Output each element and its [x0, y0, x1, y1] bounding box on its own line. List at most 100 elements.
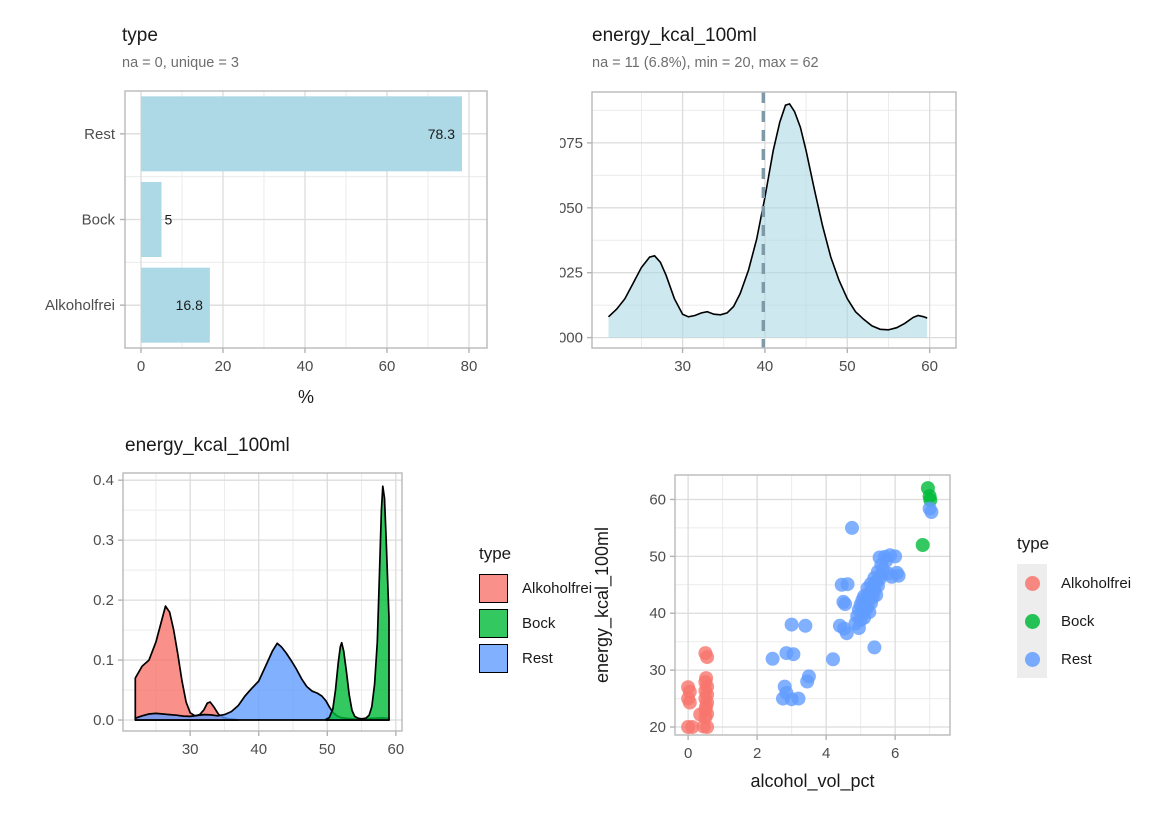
legend-dot-alkoholfrei [1024, 575, 1040, 591]
legend-key-background [1017, 564, 1047, 602]
density-area [608, 103, 928, 338]
y-tick-label: 0.2 [93, 592, 114, 609]
y-tick-label: 60 [649, 491, 666, 508]
category-label: Rest [84, 126, 116, 143]
chart-title: type [122, 25, 158, 46]
bar-value-label: 5 [164, 212, 172, 228]
x-tick-label: 0 [684, 745, 692, 762]
legend-label: Bock [522, 615, 556, 632]
scatter-point-rest [765, 651, 780, 666]
x-tick-label: 60 [379, 358, 396, 375]
scatter-point-bock [915, 538, 930, 552]
legend-dot-bock [1024, 613, 1040, 629]
x-tick-label: 40 [757, 358, 774, 375]
x-axis-title: alcohol_vol_pct [750, 771, 874, 792]
legend-item-rest: Rest [1017, 640, 1131, 678]
y-tick-label: 0.000 [560, 330, 583, 347]
category-label: Alkoholfrei [45, 297, 115, 314]
x-tick-label: 0 [137, 358, 145, 375]
bar-value-label: 78.3 [428, 126, 455, 142]
legend-swatch-bock [479, 609, 508, 638]
legend-key-background [1017, 640, 1047, 678]
bar-chart-canvas: 78.3 Rest 5 Bock 16.8 Alkoholfrei 0 20 40 60 80% [45, 90, 488, 407]
density-line [607, 102, 928, 331]
scatter-point-rest [786, 647, 801, 662]
scatter-point-rest [845, 520, 859, 535]
scatter-point-rest [924, 505, 939, 519]
legend-label: Rest [1061, 650, 1092, 668]
x-tick-label: 4 [822, 745, 830, 762]
y-tick-label: 40 [649, 605, 666, 622]
y-tick-label: 0.075 [560, 135, 583, 152]
scatter-point-rest [840, 577, 855, 592]
panel-border [674, 474, 951, 736]
x-tick-label: 20 [215, 358, 232, 375]
y-tick-label: 0.0 [93, 712, 114, 729]
density-by-type-canvas: 30 40 50 60 0.0 0.1 0.2 0.3 0.4 [93, 472, 404, 758]
legend-dot-rest [1024, 651, 1040, 667]
legend-label: Rest [522, 650, 553, 667]
x-tick-label: 2 [753, 745, 761, 762]
scatter-point-rest [801, 669, 816, 684]
y-tick-label: 0.025 [560, 265, 583, 282]
legend-item-bock: Bock [1017, 602, 1131, 640]
category-label: Bock [82, 212, 116, 229]
scatter-point-alkoholfrei [696, 719, 711, 734]
bar-chart-header: type na = 0, unique = 3 [22, 24, 532, 72]
density-chart-by-type: energy_kcal_100ml 30 40 50 60 0.0 0.1 0.2 0.3 0.… [20, 428, 645, 771]
x-tick-label: 50 [839, 358, 856, 375]
y-tick-label: 0.4 [93, 472, 114, 489]
scatter-canvas: 0 2 4 6 20 30 40 50 60 alcohol_vol_pct energy_kcal… [592, 474, 951, 792]
chart-title: energy_kcal_100ml [592, 25, 757, 46]
density-chart-canvas: 30 40 50 60 0.000 0.025 0.050 0.075 [560, 91, 957, 375]
legend-title: type [1017, 534, 1050, 553]
x-tick-label: 60 [387, 741, 404, 758]
y-tick-label: 50 [649, 548, 666, 565]
y-tick-label: 20 [649, 719, 666, 736]
scatter-point-rest [826, 652, 840, 667]
legend-swatch-rest [479, 644, 508, 673]
legend-title: type [479, 544, 512, 563]
y-tick-label: 0.3 [93, 532, 114, 549]
bar-rest [140, 96, 462, 172]
scatter-point-rest [839, 626, 854, 641]
scatter-point-rest [888, 549, 903, 564]
scatter-point-rest [891, 568, 906, 583]
scatter-point-rest [798, 618, 813, 633]
scatter-point-rest [791, 691, 806, 706]
scatter-point-rest [838, 597, 853, 612]
density-by-type-header: energy_kcal_100ml [20, 434, 645, 458]
x-axis-title: % [298, 387, 314, 407]
legend-item-alkoholfrei: Alkoholfrei [1017, 564, 1131, 602]
x-tick-label: 60 [921, 358, 938, 375]
scatter-chart: 0 2 4 6 20 30 40 50 60 alcohol_vol_pct energy_kcal… [588, 438, 1150, 798]
scatter-point-rest [867, 640, 882, 655]
density-chart-overall: energy_kcal_100ml na = 11 (6.8%), min = … [560, 10, 1150, 411]
panel-border [591, 91, 957, 349]
chart-subtitle: na = 11 (6.8%), min = 20, max = 62 [592, 55, 819, 71]
legend-label: Bock [1061, 612, 1095, 630]
density-area-bock [325, 485, 390, 721]
density-chart-header: energy_kcal_100ml na = 11 (6.8%), min = … [560, 24, 1150, 72]
panel-background [675, 475, 950, 735]
y-axis-title: energy_kcal_100ml [592, 527, 613, 683]
y-tick-label: 0.050 [560, 200, 583, 217]
legend-item-alkoholfrei: Alkoholfrei [479, 574, 592, 603]
y-tick-label: 0.1 [93, 652, 114, 669]
scatter-point-alkoholfrei [685, 720, 700, 734]
x-tick-label: 30 [182, 741, 199, 758]
bar-alkoholfrei [140, 267, 210, 343]
legend-label: Alkoholfrei [522, 580, 593, 597]
legend-key-background [1017, 602, 1047, 640]
legend-type-color: type Alkoholfrei Bock Rest [1017, 534, 1131, 678]
scatter-point-rest [784, 617, 799, 632]
bar-bock [140, 182, 162, 257]
legend-swatch-alkoholfrei [479, 574, 508, 603]
x-tick-label: 6 [891, 745, 899, 762]
chart-subtitle: na = 0, unique = 3 [122, 55, 239, 71]
legend-item-bock: Bock [479, 609, 592, 638]
panel-border [122, 472, 403, 732]
legend-label: Alkoholfrei [1061, 574, 1132, 592]
x-tick-label: 40 [297, 358, 314, 375]
x-tick-label: 40 [250, 741, 267, 758]
